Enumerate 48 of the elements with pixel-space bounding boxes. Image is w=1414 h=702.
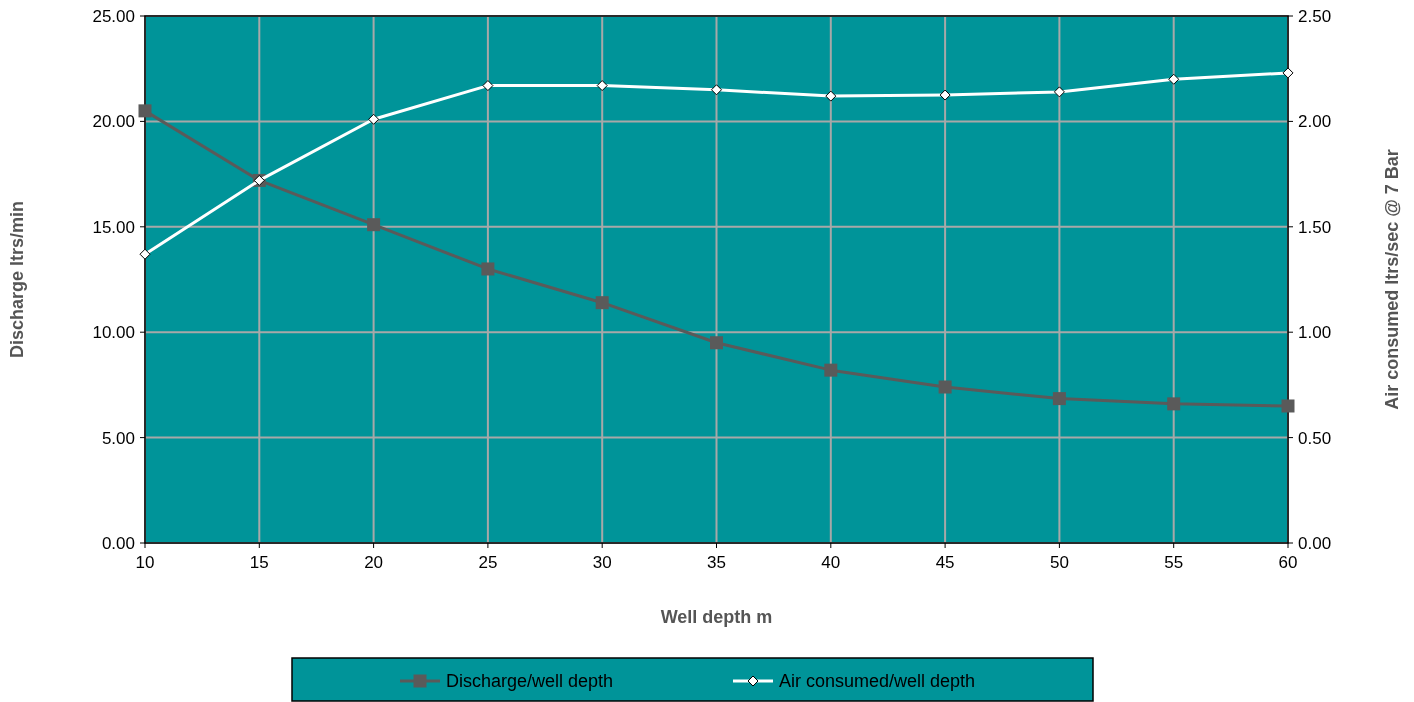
y2-axis-title: Air consumed ltrs/sec @ 7 Bar bbox=[1382, 149, 1402, 410]
y-tick-label: 10.00 bbox=[92, 323, 135, 343]
point bbox=[825, 90, 837, 102]
point bbox=[824, 363, 838, 377]
point bbox=[595, 296, 609, 310]
x-tick-label: 45 bbox=[935, 553, 955, 572]
point bbox=[1053, 86, 1065, 98]
y2-tick-label: 1.00 bbox=[1298, 323, 1332, 343]
point bbox=[1168, 73, 1180, 85]
x-tick-label: 15 bbox=[249, 553, 269, 572]
y-tick-label: 15.00 bbox=[92, 217, 135, 237]
y-axis-title: Discharge ltrs/min bbox=[7, 200, 27, 359]
y-tick-label: 20.00 bbox=[92, 112, 135, 132]
y2-tick-label: 1.50 bbox=[1298, 217, 1332, 237]
point bbox=[710, 336, 723, 350]
y2-tick-label: 0.00 bbox=[1298, 534, 1332, 553]
y2-tick-label: 2.00 bbox=[1298, 112, 1332, 132]
x-tick-label: 50 bbox=[1049, 553, 1069, 572]
point bbox=[1167, 397, 1181, 411]
legend-label: Air consumed/well depth bbox=[779, 671, 976, 691]
point bbox=[368, 113, 380, 125]
point bbox=[481, 262, 495, 276]
point bbox=[938, 380, 952, 394]
point bbox=[367, 218, 381, 232]
point bbox=[138, 104, 152, 118]
point bbox=[139, 248, 151, 260]
y-tick-label: 25.00 bbox=[92, 7, 135, 26]
point bbox=[482, 80, 494, 92]
x-tick-label: 20 bbox=[364, 553, 384, 572]
x-tick-label: 30 bbox=[592, 553, 612, 572]
y-tick-label: 5.00 bbox=[101, 428, 135, 448]
point bbox=[939, 89, 951, 101]
x-tick-label: 60 bbox=[1278, 553, 1298, 572]
x-tick-label: 10 bbox=[135, 553, 155, 572]
x-axis-title: Well depth m bbox=[660, 607, 773, 627]
y2-tick-label: 2.50 bbox=[1298, 7, 1332, 26]
point bbox=[596, 80, 608, 92]
x-tick-label: 25 bbox=[478, 553, 498, 572]
point bbox=[1052, 392, 1066, 406]
point bbox=[711, 84, 722, 96]
point bbox=[1282, 67, 1294, 79]
x-tick-label: 40 bbox=[821, 553, 841, 572]
x-tick-label: 35 bbox=[707, 553, 726, 572]
point bbox=[1281, 399, 1295, 413]
y-tick-label: 0.00 bbox=[101, 534, 135, 553]
y2-tick-label: 0.50 bbox=[1298, 428, 1332, 448]
x-tick-label: 55 bbox=[1164, 553, 1184, 572]
legend-label: Discharge/well depth bbox=[446, 671, 614, 691]
